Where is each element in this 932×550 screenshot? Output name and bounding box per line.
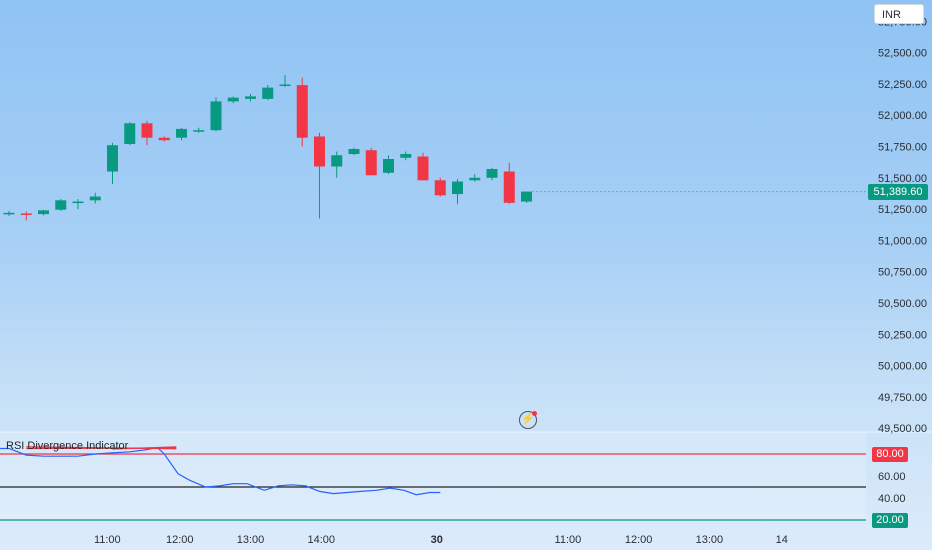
candle-up bbox=[469, 177, 481, 181]
candle-down bbox=[434, 180, 446, 196]
candle-up bbox=[193, 130, 205, 132]
rsi-line bbox=[0, 446, 441, 496]
last-price-tag: 51,389.60 bbox=[868, 183, 928, 200]
candle-up bbox=[89, 196, 101, 201]
candle-up bbox=[348, 148, 360, 154]
time-axis-tick-label: 14:00 bbox=[307, 534, 335, 546]
currency-badge[interactable]: INR bbox=[874, 4, 924, 24]
candle-up bbox=[38, 210, 49, 215]
candle-up bbox=[55, 200, 67, 210]
candle-down bbox=[314, 136, 325, 167]
price-axis-tick-label: 49,750.00 bbox=[878, 392, 927, 404]
candle-up bbox=[452, 181, 463, 195]
price-axis-tick-label: 52,000.00 bbox=[878, 110, 927, 122]
time-axis-tick-label: 12:00 bbox=[625, 534, 653, 546]
candle-down bbox=[503, 171, 515, 203]
candle-up bbox=[400, 153, 412, 158]
price-axis-tick-label: 51,250.00 bbox=[878, 204, 927, 216]
candle-up bbox=[210, 101, 222, 131]
price-axis-tick-label: 52,500.00 bbox=[878, 48, 927, 60]
candle-down bbox=[296, 85, 308, 138]
time-axis-tick-label: 11:00 bbox=[555, 534, 582, 546]
candle-down bbox=[141, 123, 153, 138]
time-axis-tick-label: 14 bbox=[776, 534, 788, 546]
candle-up bbox=[331, 155, 343, 167]
price-axis-tick-label: 50,250.00 bbox=[878, 329, 927, 341]
rsi-pane-background bbox=[0, 432, 866, 521]
candle-up bbox=[383, 159, 394, 173]
candle-down bbox=[20, 213, 32, 215]
price-axis-tick-label: 51,500.00 bbox=[878, 173, 927, 185]
price-axis-tick-label: 49,500.00 bbox=[878, 423, 927, 435]
candle-up bbox=[521, 191, 532, 202]
rsi-axis-tick-label: 40.00 bbox=[878, 493, 906, 505]
candle-up bbox=[486, 169, 498, 178]
notification-dot-icon bbox=[532, 411, 537, 416]
price-axis-tick-label: 51,000.00 bbox=[878, 235, 927, 247]
candle-up bbox=[3, 212, 15, 215]
candle-down bbox=[365, 150, 377, 176]
candle-up bbox=[262, 87, 274, 99]
price-axis-tick-label: 50,500.00 bbox=[878, 298, 927, 310]
time-axis-tick-label: 30 bbox=[431, 534, 443, 546]
time-axis-tick-label: 11:00 bbox=[94, 534, 121, 546]
candle-up bbox=[227, 97, 239, 102]
candle-up bbox=[245, 96, 256, 99]
time-axis-tick-label: 12:00 bbox=[166, 534, 194, 546]
rsi-level-20-tag: 20.00 bbox=[872, 513, 908, 528]
rsi-axis-tick-label: 60.00 bbox=[878, 471, 906, 483]
candle-up bbox=[176, 128, 187, 138]
price-axis-tick-label: 51,750.00 bbox=[878, 141, 927, 153]
rsi-indicator-title[interactable]: RSI Divergence Indicator bbox=[6, 440, 129, 452]
candle-down bbox=[158, 137, 170, 141]
time-axis-tick-label: 13:00 bbox=[696, 534, 724, 546]
time-axis-tick-label: 13:00 bbox=[237, 534, 265, 546]
price-axis-tick-label: 50,000.00 bbox=[878, 361, 927, 373]
candle-up bbox=[107, 145, 118, 172]
price-axis-tick-label: 50,750.00 bbox=[878, 267, 927, 279]
lightning-icon[interactable]: ⚡ bbox=[519, 411, 537, 429]
price-axis-tick-label: 52,250.00 bbox=[878, 79, 927, 91]
candle-up bbox=[72, 201, 84, 204]
rsi-level-80-tag: 80.00 bbox=[872, 447, 908, 462]
candle-up bbox=[124, 123, 136, 144]
candle-up bbox=[279, 84, 291, 86]
candle-down bbox=[417, 156, 429, 181]
rsi-divergence-line bbox=[112, 446, 177, 450]
